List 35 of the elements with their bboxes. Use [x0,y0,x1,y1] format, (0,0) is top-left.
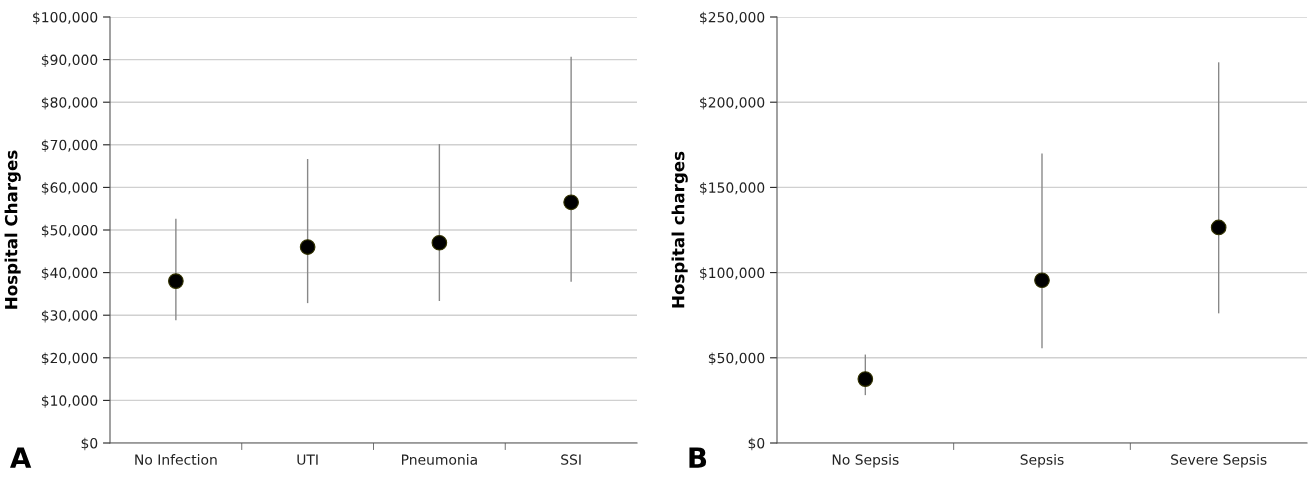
y-tick-label: $200,000 [700,96,765,110]
point [431,234,448,251]
y-tick-label: $30,000 [41,309,98,323]
y-axis-title: Hospital Charges [4,150,21,309]
text: A [10,447,32,468]
point [857,371,874,387]
y-tick-label: $50,000 [708,352,765,366]
y-axis-title: Hospital charges [671,151,688,308]
point [168,273,184,289]
y-tick-label: $70,000 [41,139,98,153]
x-tick-label: Sepsis [1020,454,1064,468]
y-tick-label: $100,000 [700,267,765,280]
y-tick-label: $100,000 [33,11,98,25]
point [1210,219,1227,236]
y-tick-label: $20,000 [41,352,98,366]
y-tick-label: $40,000 [41,267,98,280]
y-tick-label: $90,000 [41,54,98,67]
x-tick-label: SSI [561,454,581,465]
x-tick-label: Severe Sepsis [1171,454,1267,468]
y-tick-label: $0 [748,437,765,451]
y-tick-label: $80,000 [41,96,98,110]
y-tick-label: $50,000 [41,224,98,238]
x-tick-label: No Infection [135,454,217,465]
point [1034,272,1050,289]
y-tick-label: $0 [81,437,98,451]
point [563,194,579,211]
text: B [689,447,707,468]
point [299,239,316,255]
y-tick-label: $150,000 [700,182,765,195]
y-tick-label: $60,000 [41,182,98,195]
y-tick-label: $250,000 [700,11,765,25]
x-tick-label: UTI [297,454,318,465]
y-tick-label: $10,000 [41,395,98,408]
x-tick-label: Pneumonia [402,454,477,465]
x-tick-label: No Sepsis [832,454,899,468]
